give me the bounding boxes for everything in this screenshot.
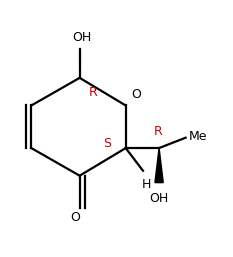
Text: O: O xyxy=(70,211,80,224)
Text: Me: Me xyxy=(189,130,208,143)
Text: OH: OH xyxy=(149,192,169,205)
Polygon shape xyxy=(155,148,163,183)
Text: O: O xyxy=(131,88,141,101)
Text: R: R xyxy=(154,125,162,138)
Text: R: R xyxy=(89,86,98,99)
Text: OH: OH xyxy=(72,31,92,44)
Text: H: H xyxy=(142,178,151,191)
Text: S: S xyxy=(103,137,111,150)
